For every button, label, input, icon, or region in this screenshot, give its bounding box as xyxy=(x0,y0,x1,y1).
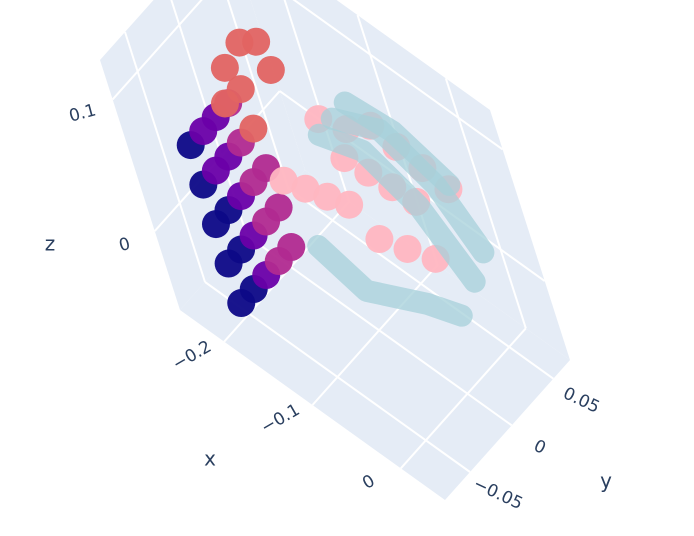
z-tick-label: 0.1 xyxy=(67,100,98,126)
grid-line xyxy=(111,0,203,101)
y-tick-label: 0 xyxy=(531,436,549,459)
point xyxy=(365,225,394,254)
z-tick-label: 0 xyxy=(117,234,133,256)
grid-line xyxy=(292,0,504,151)
grid-line xyxy=(287,187,554,380)
grid-line xyxy=(124,31,206,283)
point xyxy=(313,182,342,211)
z-axis-title: z xyxy=(45,232,56,256)
point xyxy=(239,114,268,143)
x-tick-label: −0.2 xyxy=(169,337,215,375)
point xyxy=(210,89,239,118)
point xyxy=(393,234,422,263)
point xyxy=(264,193,293,222)
point xyxy=(242,27,271,56)
hand-mesh xyxy=(333,91,461,196)
point xyxy=(277,233,306,262)
point xyxy=(335,190,364,219)
point xyxy=(269,166,298,195)
x-tick-label: −0.1 xyxy=(258,400,304,438)
hand-mesh xyxy=(307,123,486,293)
grid-line xyxy=(311,264,439,406)
y-axis-title: y xyxy=(600,469,612,493)
grid-line xyxy=(226,0,290,189)
x-axis-title: x xyxy=(204,447,216,471)
point xyxy=(256,55,285,84)
y-tick-label: 0.05 xyxy=(560,384,603,418)
grid-line xyxy=(444,78,527,329)
hand-mesh xyxy=(307,235,473,327)
grid-line xyxy=(400,327,527,469)
point xyxy=(210,53,239,82)
x-tick-label: 0 xyxy=(359,471,378,494)
y-tick-label: −0.05 xyxy=(470,474,526,514)
point xyxy=(291,174,320,203)
